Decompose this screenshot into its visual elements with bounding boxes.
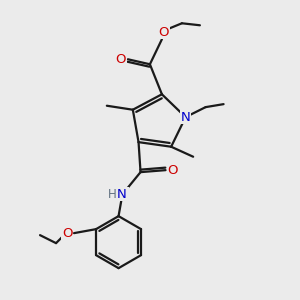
Text: N: N [117, 188, 126, 201]
Text: O: O [62, 226, 72, 240]
Text: O: O [116, 53, 126, 66]
Text: N: N [181, 111, 190, 124]
Text: H: H [108, 188, 117, 201]
Text: O: O [159, 26, 169, 39]
Text: O: O [167, 164, 178, 177]
Text: HN: HN [111, 188, 128, 201]
